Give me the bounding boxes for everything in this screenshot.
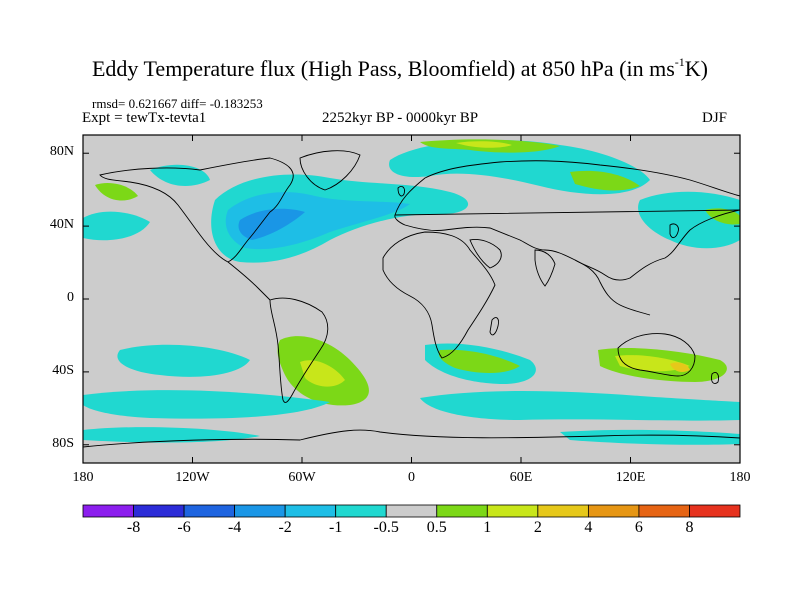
- anomaly-region: [95, 183, 138, 201]
- colorbar-label: -8: [126, 519, 141, 536]
- lon-tick-label: 120W: [175, 470, 210, 485]
- colorbar-label: 6: [634, 519, 643, 536]
- colorbar-label: 8: [685, 519, 694, 536]
- japan-coast: [669, 223, 679, 239]
- anomaly-region: [83, 390, 330, 419]
- colorbar-label: -2: [278, 519, 292, 536]
- lon-tick-label: 60E: [509, 470, 533, 485]
- colorbar-swatch: [638, 504, 690, 518]
- greenland-coast: [299, 150, 361, 191]
- colorbar-label: -0.5: [373, 519, 399, 536]
- lon-tick-label: 0: [408, 470, 415, 485]
- stats-text: rmsd= 0.621667 diff= -0.183253: [92, 96, 263, 111]
- colorbar-label: -4: [227, 519, 242, 536]
- anomaly-region: [570, 170, 640, 191]
- colorbar: [82, 504, 741, 518]
- south-america-coast: [269, 297, 329, 403]
- india-coast: [534, 249, 556, 287]
- colorbar-label: -1: [329, 519, 343, 536]
- lon-tick-label: 120E: [615, 470, 646, 485]
- anomaly-region: [83, 211, 150, 241]
- colorbar-swatch: [234, 504, 286, 518]
- colorbar-swatch: [133, 504, 185, 518]
- anomaly-region: [615, 355, 690, 372]
- colorbar-label: -6: [177, 519, 191, 536]
- colorbar-swatch: [436, 504, 488, 518]
- anomaly-region: [456, 141, 512, 148]
- madagascar-coast: [489, 317, 499, 336]
- africa-coast: [382, 231, 496, 359]
- colorbar-label: 1: [483, 519, 492, 536]
- anomaly-region: [670, 362, 690, 372]
- north-america-coast: [99, 157, 294, 263]
- anomaly-region: [638, 191, 740, 249]
- colorbar-swatch: [385, 504, 438, 518]
- anomaly-region: [420, 391, 740, 421]
- experiment-label: Expt = tewTx-tevta1: [82, 110, 207, 126]
- lon-tick-label: 60W: [288, 470, 316, 485]
- central-america-coast: [227, 261, 271, 301]
- anomaly-region: [150, 164, 210, 186]
- eurasia-coast: [394, 160, 740, 281]
- australia-coast: [617, 333, 696, 377]
- chart-title: Eddy Temperature flux (High Pass, Bloomf…: [91, 54, 708, 81]
- lon-tick-label: 180: [72, 470, 94, 485]
- lat-tick-label: 0: [67, 290, 74, 305]
- colorbar-swatch: [335, 504, 387, 518]
- anomaly-region: [438, 349, 520, 373]
- colorbar-label: 2: [533, 519, 542, 536]
- lon-tick-label: 180: [729, 470, 751, 485]
- lat-tick-label: 40S: [52, 362, 74, 378]
- colorbar-swatch: [183, 504, 236, 518]
- colorbar-swatch: [82, 504, 134, 518]
- anomaly-region: [83, 427, 260, 443]
- new-zealand-coast: [711, 371, 719, 385]
- coastlines: [83, 150, 740, 448]
- southeast-asia-coast: [574, 259, 651, 316]
- uk-coast: [397, 185, 405, 197]
- lat-tick-label: 80N: [49, 144, 74, 160]
- lat-tick-label: 80S: [52, 435, 74, 451]
- anomaly-region: [300, 360, 345, 387]
- colorbar-swatch: [486, 504, 539, 518]
- anomaly-region: [238, 208, 305, 240]
- anomaly-region: [117, 344, 250, 377]
- colorbar-swatch: [537, 504, 589, 518]
- colorbar-swatch: [689, 504, 741, 518]
- colorbar-swatch: [587, 504, 640, 518]
- anomaly-region: [560, 429, 740, 445]
- colorbar-label: 4: [584, 519, 593, 536]
- anomaly-region: [225, 192, 410, 250]
- colorbar-label: 0.5: [426, 519, 447, 536]
- arabia-coast: [469, 239, 502, 269]
- season-label: DJF: [702, 110, 728, 126]
- lat-tick-label: 40N: [49, 217, 74, 233]
- colorbar-swatch: [284, 504, 337, 518]
- period-label: 2252kyr BP - 0000kyr BP: [322, 110, 479, 126]
- antarctica-coast: [83, 429, 740, 448]
